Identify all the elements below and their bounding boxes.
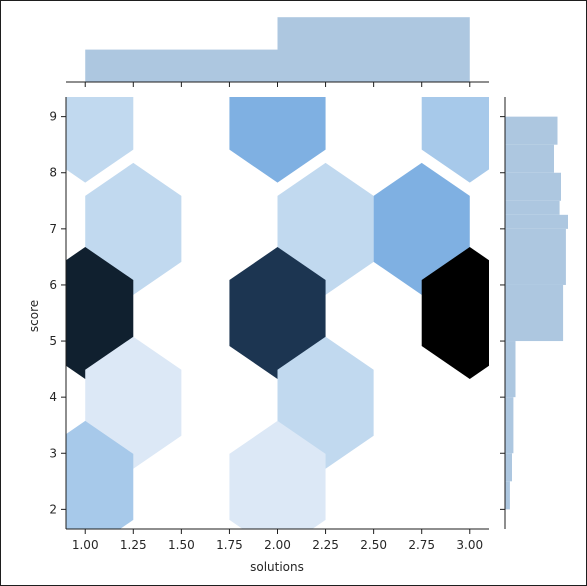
x-tick-label: 2.25 <box>312 538 339 552</box>
marginal-y-bar-3 <box>505 341 516 398</box>
hexbin-5 <box>229 97 326 183</box>
marginal-y-bar-1 <box>505 453 512 482</box>
hexbin-7 <box>229 247 326 379</box>
x-tick-label: 1.75 <box>216 538 243 552</box>
y-tick-label: 3 <box>49 446 57 460</box>
hexbin-10 <box>421 97 489 183</box>
x-tick-label: 1.50 <box>168 538 195 552</box>
hexbin-6 <box>277 162 374 295</box>
marginal-y-histogram <box>504 97 568 529</box>
hexbin-9 <box>229 420 326 529</box>
x-tick-label: 2.00 <box>264 538 291 552</box>
y-tick-label: 9 <box>49 110 57 124</box>
marginal-y-bar-10 <box>505 116 558 145</box>
y-tick-label: 7 <box>49 222 57 236</box>
y-axis-label: score <box>27 300 41 332</box>
marginal-y-bar-7 <box>505 200 560 215</box>
marginal-x-histogram <box>66 17 489 83</box>
axes-layer: 1.00 1.25 1.50 1.75 2.00 2.25 2.50 2.75 3.00 2 3 4 5… <box>49 82 505 552</box>
hexbin-8 <box>277 336 374 469</box>
hexbin-12 <box>421 247 489 379</box>
hexbin-0 <box>66 97 134 183</box>
hexbin-2 <box>66 247 134 379</box>
hexbin-1 <box>85 162 182 295</box>
marginal-y-bar-4 <box>505 284 564 342</box>
x-axis-label: solutions <box>250 560 304 574</box>
y-tick-label: 5 <box>49 334 57 348</box>
y-tick-label: 2 <box>49 502 57 516</box>
hexbin-layer <box>66 97 489 529</box>
x-tick-label: 1.00 <box>72 538 99 552</box>
x-tick-label: 1.25 <box>120 538 147 552</box>
y-tick-label: 6 <box>49 278 57 292</box>
marginal-y-bar-8 <box>505 172 561 201</box>
x-tick-label: 2.75 <box>408 538 435 552</box>
marginal-x-bar-1 <box>277 17 470 83</box>
marginal-y-bar-5 <box>505 228 566 285</box>
marginal-y-bar-9 <box>505 144 554 173</box>
hexbin-11 <box>373 162 470 295</box>
marginal-x-bar-0 <box>85 49 278 82</box>
y-tick-label: 8 <box>49 166 57 180</box>
hexbin-3 <box>85 336 182 469</box>
x-tick-label: 2.50 <box>360 538 387 552</box>
marginal-y-bar-0 <box>505 481 510 510</box>
marginal-y-bar-2 <box>505 397 514 454</box>
marginal-y-bar-6 <box>505 214 568 229</box>
hexbin-4 <box>66 420 134 529</box>
y-tick-label: 4 <box>49 390 57 404</box>
x-tick-label: 3.00 <box>456 538 483 552</box>
